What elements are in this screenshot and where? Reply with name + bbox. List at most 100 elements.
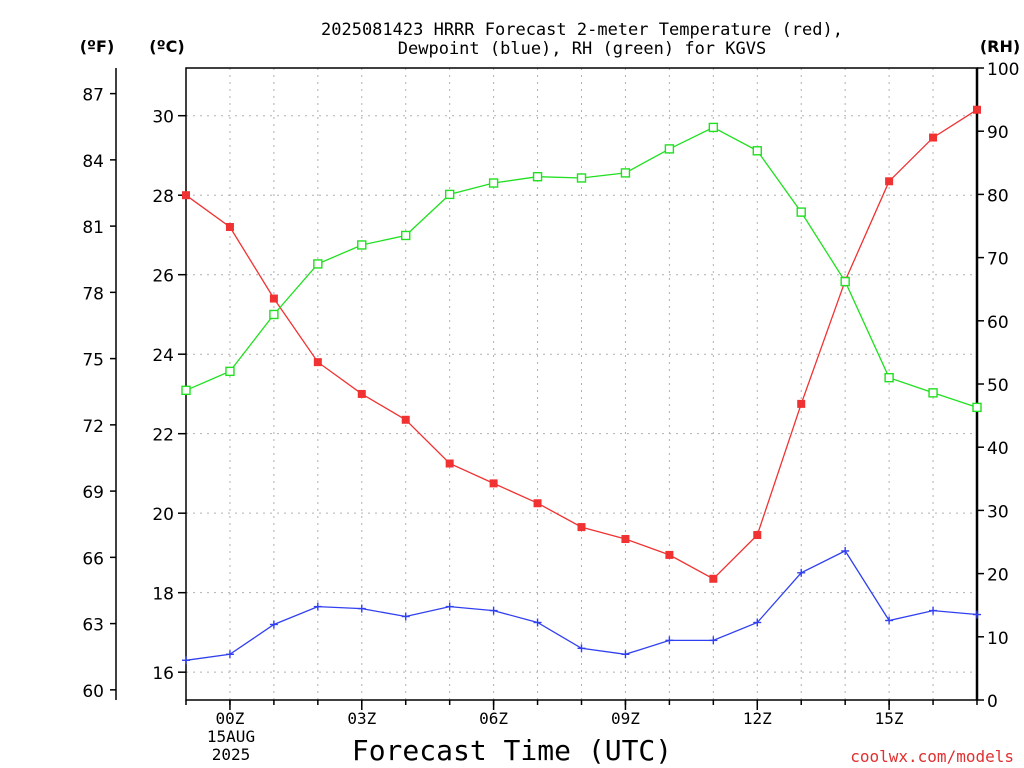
x-date-label-year: 2025 [212,745,251,764]
fahrenheit-tick-label: 81 [82,218,104,238]
rh-point [620,168,631,178]
x-tick-label: 12Z [743,709,772,728]
celsius-tick-label: 20 [152,505,174,525]
x-tick-label: 00Z [215,709,244,728]
rh-point [576,173,587,183]
celsius-tick-label: 28 [152,187,174,207]
dewpoint-point [841,546,850,555]
series-layer [181,105,982,665]
rh-point [884,372,894,383]
dewpoint-point [885,616,894,625]
dewpoint-point [797,568,806,577]
dewpoint-point [489,606,498,615]
rh-point [840,276,850,287]
fahrenheit-tick-label: 69 [82,483,104,503]
rh-unit-label: (RH) [980,37,1020,56]
rh-point [532,172,543,182]
celsius-tick-label: 22 [152,426,174,446]
x-axis-title: Forecast Time (UTC) [352,734,672,767]
rh-tick-label: 90 [987,123,1009,143]
rh-point [664,144,675,154]
rh-line [185,126,978,409]
rh-point [444,189,455,200]
rh-point [225,366,235,377]
rh-tick-label: 80 [987,186,1009,206]
fahrenheit-tick-label: 87 [82,86,104,106]
temperature-point [929,133,938,142]
rh-tick-label: 60 [987,313,1009,333]
rh-tick-label: 30 [987,502,1009,522]
grid-lines [186,68,977,700]
temperature-point [533,499,542,508]
dewpoint-point [753,618,762,627]
temperature-point [401,415,410,424]
rh-tick-label: 70 [987,250,1009,270]
chart-title-line-1: 2025081423 HRRR Forecast 2-meter Tempera… [321,20,843,40]
rh-point [269,309,279,320]
rh-tick-label: 20 [987,566,1009,586]
rh-point [752,146,762,156]
x-date-label-day: 15AUG [207,727,255,746]
rh-point [796,207,806,217]
temperature-point [973,105,981,114]
fahrenheit-tick-label: 84 [82,152,104,172]
x-tick-label: 15Z [875,709,904,728]
fahrenheit-tick-label: 72 [82,417,104,437]
rh-tick-label: 40 [987,439,1009,459]
dewpoint-point [621,650,630,659]
temperature-point [885,177,894,186]
watermark-text: coolwx.com/models [850,747,1014,766]
dewpoint-point [533,618,542,627]
dewpoint-point [401,612,410,621]
temperature-point [357,389,366,398]
rh-point [181,385,191,396]
dewpoint-point [929,606,938,615]
celsius-tick-label: 26 [152,267,174,287]
chart-title-line-2: Dewpoint (blue), RH (green) for KGVS [398,39,766,59]
temperature-point [665,550,674,559]
temperature-point [621,535,630,544]
rh-tick-label: 0 [987,692,998,712]
fahrenheit-tick-label: 66 [82,549,104,569]
rh-tick-label: 50 [987,376,1009,396]
rh-point [488,178,499,188]
celsius-tick-label: 24 [152,346,174,366]
celsius-tick-label: 16 [152,664,174,684]
rh-point [972,402,982,413]
dewpoint-point [225,650,234,659]
celsius-unit-label: (ºC) [149,37,184,56]
dewpoint-point [709,636,718,645]
rh-point [357,240,367,250]
dewpoint-point [973,610,981,619]
x-tick-label: 03Z [347,709,376,728]
rh-point [313,259,323,269]
celsius-tick-label: 30 [152,108,174,128]
temperature-point [577,523,586,532]
temperature-point [753,531,762,540]
dewpoint-point [182,656,190,665]
axes: 16 18 20 22 24 26 28 30 60 63 66 69 72 75 78 81 84 87 0 10 2… [82,60,1019,728]
dewpoint-point [357,604,366,613]
fahrenheit-tick-label: 63 [82,616,104,636]
temperature-point [445,459,454,468]
temperature-point [709,574,718,583]
rh-point [401,230,411,241]
celsius-tick-label: 18 [152,585,174,605]
dewpoint-point [269,620,278,629]
dewpoint-point [665,636,674,645]
temperature-point [225,222,234,231]
temperature-point [182,191,190,200]
rh-tick-label: 100 [987,60,1019,80]
x-tick-label: 06Z [479,709,508,728]
rh-point [928,388,938,398]
temperature-point [489,479,498,488]
rh-tick-label: 10 [987,629,1009,649]
dewpoint-point [445,602,454,611]
fahrenheit-tick-label: 60 [82,682,104,702]
x-tick-label: 09Z [611,709,640,728]
fahrenheit-tick-label: 75 [82,351,104,371]
temperature-point [269,294,278,303]
rh-point [708,122,719,133]
fahrenheit-tick-label: 78 [82,284,104,304]
